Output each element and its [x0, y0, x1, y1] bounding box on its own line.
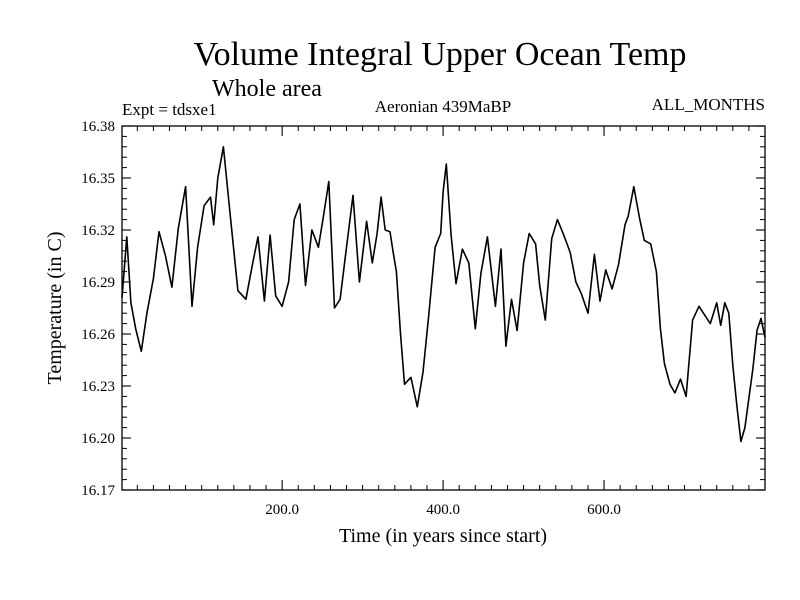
chart-title: Volume Integral Upper Ocean Temp	[194, 36, 687, 73]
y-tick-label: 16.35	[81, 171, 115, 187]
x-tick-label: 400.0	[426, 502, 460, 518]
x-tick-label: 600.0	[587, 502, 621, 518]
y-tick-label: 16.26	[81, 327, 115, 343]
x-axis-label: Time (in years since start)	[339, 525, 547, 547]
y-tick-label: 16.20	[81, 431, 115, 447]
experiment-label: Expt = tdsxe1	[122, 100, 217, 119]
period-label: Aeronian 439MaBP	[375, 97, 511, 116]
season-label: ALL_MONTHS	[652, 95, 765, 114]
y-tick-label: 16.38	[81, 119, 115, 135]
y-tick-label: 16.23	[81, 379, 115, 395]
y-tick-label: 16.32	[81, 223, 115, 239]
y-tick-label: 16.29	[81, 275, 115, 291]
plot-frame	[121, 125, 766, 491]
x-tick-label: 200.0	[265, 502, 299, 518]
y-tick-label: 16.17	[81, 483, 115, 499]
tick-labels: 16.17 16.20 16.23 16.26 16.29 16.32 16.35 16.38…	[81, 119, 621, 518]
y-axis-label: Temperature (in C)	[44, 232, 66, 385]
temperature-series-line	[121, 146, 766, 443]
data-series-layer	[121, 146, 766, 443]
chart-subtitle: Whole area	[212, 76, 322, 102]
axis-ticks	[122, 125, 765, 491]
